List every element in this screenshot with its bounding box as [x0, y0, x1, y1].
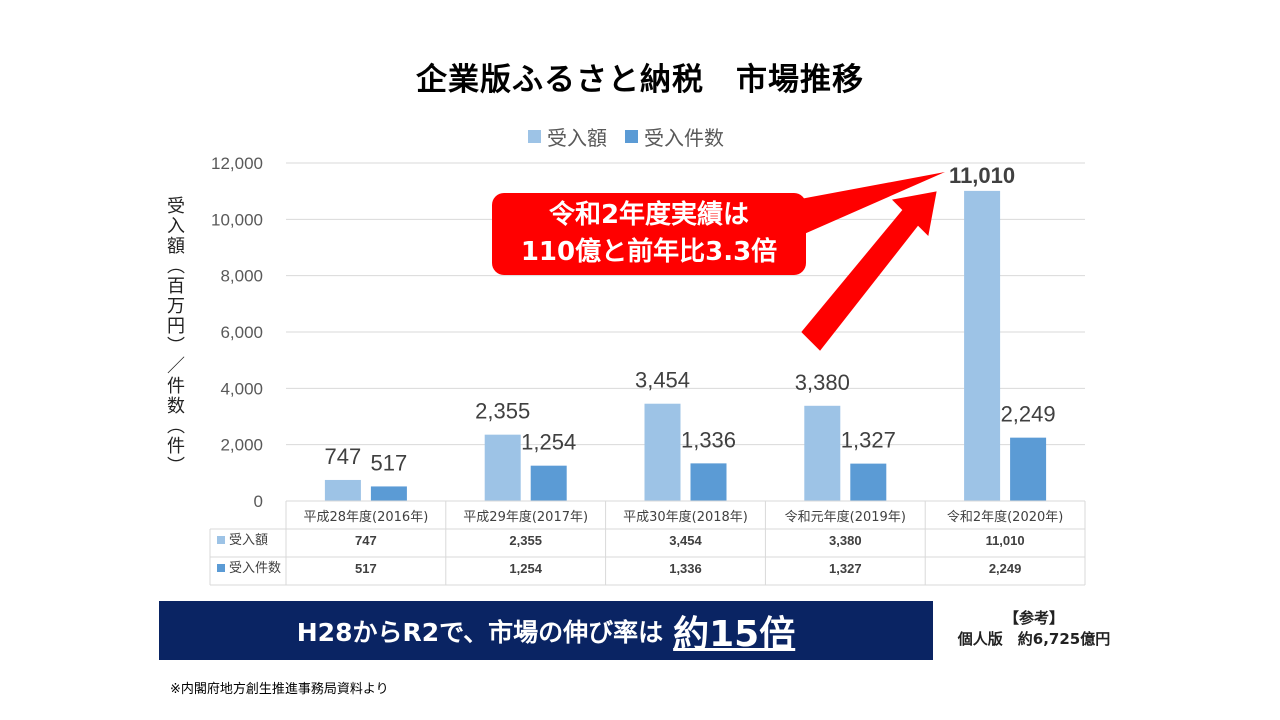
table-cell: 3,380: [829, 533, 862, 548]
table-legend-key: [217, 564, 225, 572]
bar-count: [530, 465, 567, 501]
y-tick-label: 8,000: [220, 267, 263, 286]
reference-text: 個人版 約6,725億円: [957, 630, 1111, 648]
bar-amount: [484, 434, 521, 501]
x-category-label: 平成29年度(2017年): [463, 509, 588, 525]
y-tick-label: 12,000: [211, 154, 263, 173]
data-label-amount: 11,010: [949, 163, 1015, 188]
table-cell: 1,254: [509, 561, 542, 576]
table-cell: 2,249: [989, 561, 1022, 576]
table-cell: 517: [355, 561, 377, 576]
data-label-amount: 2,355: [475, 399, 530, 424]
data-label-amount: 3,454: [635, 368, 690, 393]
table-cell: 1,327: [829, 561, 862, 576]
data-label-amount: 747: [325, 444, 362, 469]
banner-text: H28からR2で、市場の伸び率は: [296, 617, 664, 647]
legend-swatch-amount: [528, 130, 541, 143]
callout-pointer: [795, 172, 945, 238]
bar-amount: [644, 403, 681, 501]
x-category-label: 令和元年度(2019年): [785, 509, 906, 525]
data-label-amount: 3,380: [795, 370, 850, 395]
table-cell: 747: [355, 533, 377, 548]
bar-amount: [324, 479, 361, 501]
bar-count: [370, 486, 407, 501]
data-label-count: 1,327: [841, 428, 896, 453]
y-tick-label: 0: [254, 492, 263, 511]
legend-label-amount: 受入額: [547, 126, 607, 150]
table-cell: 1,336: [669, 561, 702, 576]
legend-swatch-count: [625, 130, 638, 143]
reference-note: 【参考】 個人版 約6,725億円: [944, 608, 1124, 650]
y-tick-label: 10,000: [211, 210, 263, 229]
table-cell: 11,010: [986, 533, 1025, 548]
legend-item-count: 受入件数: [625, 122, 724, 151]
bar-count: [690, 463, 727, 501]
table-legend-key: [217, 536, 225, 544]
callout-box: 令和2年度実績は 110億と前年比3.3倍: [492, 193, 806, 275]
x-category-label: 令和2年度(2020年): [947, 509, 1064, 525]
y-axis-label: 受入額（百万円）／件数（件）: [164, 196, 185, 476]
legend-label-count: 受入件数: [644, 126, 724, 150]
data-label-count: 1,254: [521, 430, 576, 455]
chart-legend: 受入額 受入件数: [528, 122, 724, 151]
data-label-count: 2,249: [1001, 402, 1056, 427]
summary-banner: H28からR2で、市場の伸び率は 約15倍: [159, 601, 933, 660]
y-tick-label: 2,000: [220, 436, 263, 455]
legend-item-amount: 受入額: [528, 122, 607, 151]
reference-label: 【参考】: [1003, 609, 1064, 627]
x-category-label: 平成28年度(2016年): [304, 509, 429, 525]
x-category-label: 平成30年度(2018年): [623, 509, 748, 525]
callout-line1: 令和2年度実績は: [548, 200, 750, 230]
bar-count: [850, 463, 887, 501]
bar-amount: [804, 405, 841, 501]
table-cell: 3,454: [669, 533, 702, 548]
y-tick-label: 6,000: [220, 323, 263, 342]
y-tick-label: 4,000: [220, 379, 263, 398]
bar-amount: [964, 190, 1001, 501]
callout-line2: 110億と前年比3.3倍: [520, 237, 778, 267]
table-row-header: 受入額: [229, 533, 268, 548]
source-note: ※内閣府地方創生推進事務局資料より: [170, 682, 389, 697]
data-label-count: 1,336: [681, 427, 736, 452]
red-arrow-icon: [801, 191, 937, 351]
data-label-count: 517: [371, 450, 408, 475]
banner-emphasis: 約15倍: [673, 613, 796, 655]
bar-count: [1010, 437, 1047, 501]
table-cell: 2,355: [509, 533, 542, 548]
table-row-header: 受入件数: [229, 561, 281, 576]
page-title: 企業版ふるさと納税 市場推移: [416, 62, 864, 98]
